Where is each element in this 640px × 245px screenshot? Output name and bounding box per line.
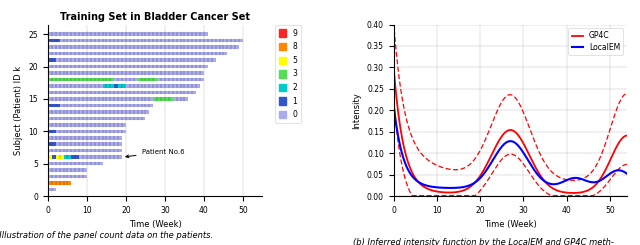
- Bar: [48, 175, 87, 178]
- GP4C: [623, 134, 631, 137]
- Bar: [48, 52, 227, 55]
- Bar: [48, 168, 87, 172]
- LocalEM: [529, 167, 537, 170]
- Bar: [48, 45, 239, 49]
- Bar: [138, 78, 157, 81]
- Line: LocalEM: LocalEM: [394, 105, 627, 188]
- Bar: [48, 84, 102, 88]
- GP4C: [390, 65, 397, 68]
- Bar: [48, 32, 208, 36]
- Bar: [173, 97, 188, 101]
- LocalEM: [502, 141, 510, 144]
- Bar: [102, 84, 115, 88]
- GP4C: [529, 160, 536, 163]
- Y-axis label: Intensity: Intensity: [353, 92, 362, 129]
- LocalEM: [516, 147, 524, 150]
- Bar: [52, 155, 56, 159]
- GP4C: [618, 137, 626, 140]
- Legend: 9, 8, 5, 3, 2, 1, 0: 9, 8, 5, 3, 2, 1, 0: [275, 25, 301, 123]
- LocalEM: [447, 186, 454, 189]
- Bar: [48, 91, 196, 94]
- Bar: [48, 39, 60, 42]
- Bar: [48, 130, 56, 133]
- Bar: [48, 97, 153, 101]
- Bar: [56, 58, 216, 62]
- Bar: [60, 39, 243, 42]
- Text: Patient No.6: Patient No.6: [126, 149, 184, 158]
- Bar: [72, 155, 79, 159]
- Bar: [63, 155, 72, 159]
- GP4C: [500, 132, 508, 135]
- Bar: [48, 136, 122, 140]
- GP4C: [582, 190, 589, 193]
- Bar: [48, 117, 145, 120]
- Text: (b) Inferred intensity function by the LocalEM and GP4C meth-
ods: (b) Inferred intensity function by the L…: [353, 238, 614, 245]
- Bar: [79, 155, 122, 159]
- GP4C: [516, 136, 524, 139]
- Line: GP4C: GP4C: [394, 67, 627, 193]
- LocalEM: [623, 172, 631, 175]
- Bar: [118, 84, 126, 88]
- Bar: [48, 104, 60, 107]
- Bar: [48, 71, 204, 75]
- Bar: [48, 58, 56, 62]
- Y-axis label: Subject (Patient) ID k: Subject (Patient) ID k: [14, 66, 23, 155]
- Bar: [48, 149, 122, 152]
- LocalEM: [618, 170, 626, 172]
- X-axis label: Time (Week): Time (Week): [484, 220, 537, 229]
- Bar: [48, 181, 72, 185]
- Bar: [126, 84, 200, 88]
- Bar: [60, 104, 153, 107]
- LocalEM: [390, 103, 397, 106]
- GP4C: [502, 130, 510, 133]
- Bar: [48, 123, 126, 127]
- Bar: [48, 142, 56, 146]
- Text: (a) Illustration of the panel count data on the patients.: (a) Illustration of the panel count data…: [0, 231, 213, 240]
- GP4C: [569, 192, 577, 195]
- Bar: [48, 78, 115, 81]
- Bar: [48, 188, 56, 191]
- Bar: [48, 155, 52, 159]
- Bar: [153, 97, 173, 101]
- Bar: [48, 65, 208, 68]
- Bar: [157, 78, 204, 81]
- Title: Training Set in Bladder Cancer Set: Training Set in Bladder Cancer Set: [60, 12, 250, 22]
- Bar: [48, 162, 102, 165]
- Bar: [56, 130, 126, 133]
- X-axis label: Time (Week): Time (Week): [129, 220, 182, 229]
- LocalEM: [582, 179, 589, 182]
- Legend: GP4C, LocalEM: GP4C, LocalEM: [568, 28, 623, 55]
- Bar: [56, 155, 63, 159]
- Bar: [56, 142, 122, 146]
- LocalEM: [501, 142, 509, 145]
- Bar: [115, 78, 138, 81]
- Bar: [115, 84, 118, 88]
- Bar: [48, 110, 149, 114]
